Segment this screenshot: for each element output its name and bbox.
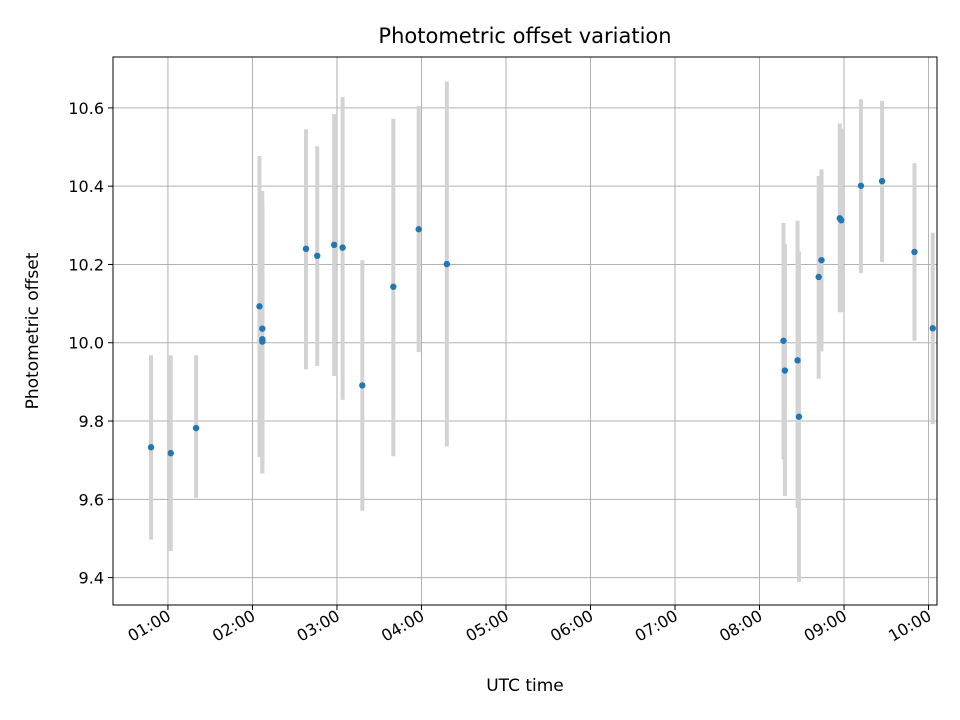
- grid: [113, 57, 937, 605]
- x-axis-label: UTC time: [486, 676, 564, 696]
- y-axis: 9.4 9.6 9.8 10.0 10.2 10.4 10.6: [68, 99, 113, 588]
- x-tick-label: 04:00: [378, 606, 427, 646]
- data-point: [147, 444, 155, 451]
- x-tick-label: 03:00: [294, 606, 343, 646]
- data-point: [167, 449, 174, 457]
- data-points: [147, 177, 936, 457]
- data-point: [838, 217, 845, 224]
- x-tick-label: 09:00: [801, 606, 850, 646]
- data-point: [929, 325, 936, 332]
- plot-area: [112, 56, 938, 606]
- data-point: [795, 413, 803, 420]
- data-point: [781, 367, 789, 374]
- x-tick-label: 07:00: [632, 606, 681, 646]
- x-axis: 01:00 02:00 03:00 04:00 05:00 06:00 07:00 08:00…: [125, 605, 935, 646]
- y-tick-label: 9.4: [79, 569, 104, 588]
- data-point: [911, 248, 918, 256]
- y-tick-label: 10.2: [68, 255, 104, 274]
- data-point: [780, 337, 787, 344]
- data-point: [339, 244, 346, 251]
- x-tick-label: 02:00: [209, 606, 258, 646]
- data-point: [330, 241, 338, 249]
- data-point: [314, 252, 321, 260]
- data-point: [259, 325, 266, 332]
- x-tick-label: 10:00: [885, 606, 934, 646]
- data-point: [390, 283, 397, 290]
- data-point: [192, 424, 200, 432]
- x-tick-label: 08:00: [716, 606, 765, 646]
- data-point: [259, 338, 266, 345]
- x-tick-label: 01:00: [125, 606, 174, 646]
- data-point: [818, 256, 825, 264]
- data-point: [794, 357, 801, 364]
- data-point: [443, 260, 451, 268]
- data-point: [359, 382, 366, 389]
- y-tick-label: 9.8: [79, 412, 104, 431]
- y-axis-label: Photometric offset: [23, 252, 43, 409]
- x-tick-label: 05:00: [463, 606, 512, 646]
- x-tick-label: 06:00: [547, 606, 596, 646]
- error-bars: [149, 81, 935, 582]
- chart-title: Photometric offset variation: [378, 24, 671, 48]
- data-point: [302, 245, 310, 252]
- y-tick-label: 10.6: [68, 99, 104, 118]
- data-point: [415, 226, 422, 233]
- data-point: [857, 182, 865, 189]
- y-tick-label: 10.0: [68, 334, 104, 353]
- y-tick-label: 9.6: [79, 490, 104, 509]
- data-point: [878, 177, 886, 185]
- data-point: [815, 273, 822, 281]
- y-tick-label: 10.4: [68, 177, 104, 196]
- data-point: [256, 303, 263, 310]
